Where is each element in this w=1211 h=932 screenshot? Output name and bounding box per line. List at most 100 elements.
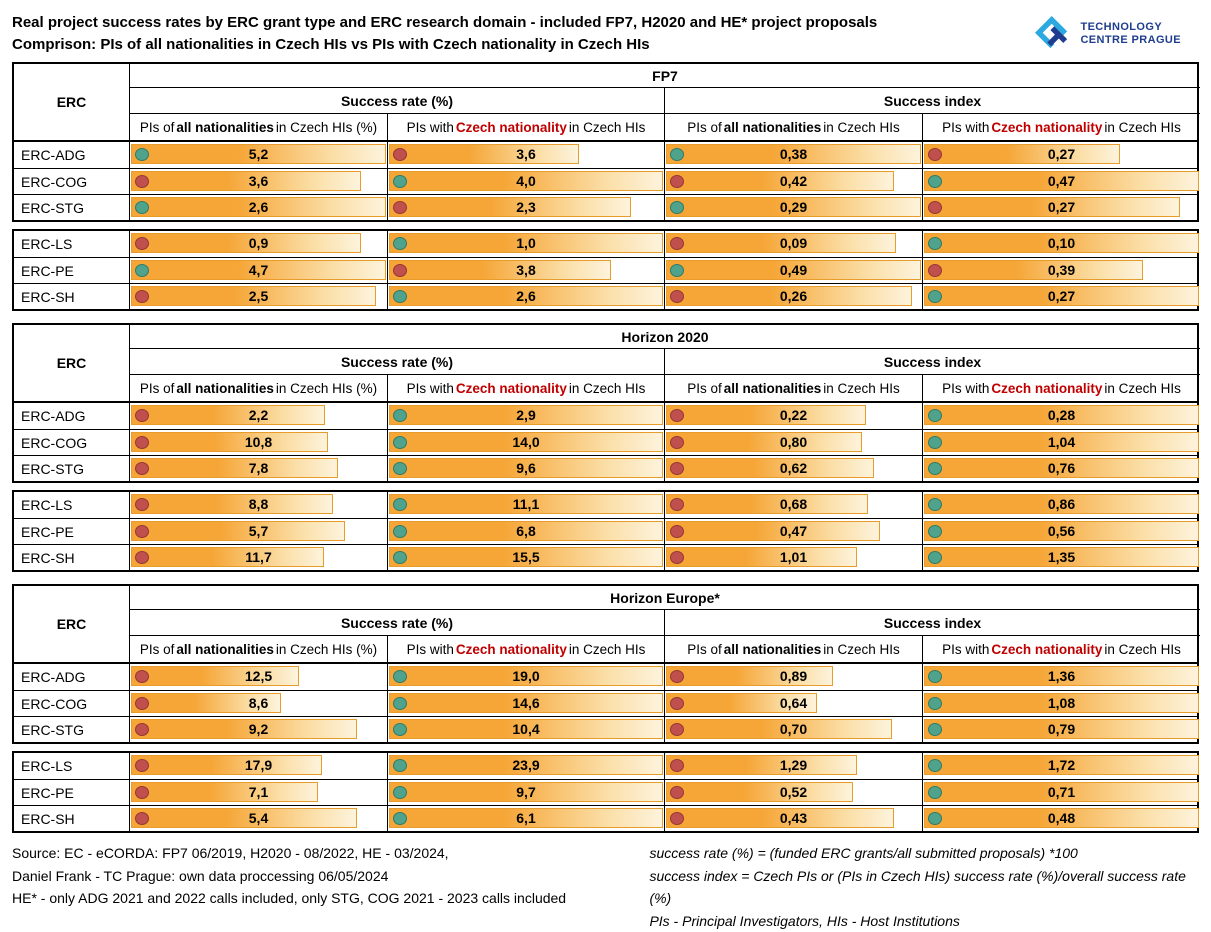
rate-czech-cell: 11,1 [387,492,664,518]
cell-value: 1,08 [923,691,1200,716]
index-czech-cell: 1,04 [922,430,1200,455]
logo-line1: TECHNOLOGY [1080,21,1181,34]
he-note-line: HE* - only ADG 2021 and 2022 calls inclu… [12,887,649,910]
group-success-index: Success index [664,87,1200,113]
index-czech-cell: 1,35 [922,545,1200,570]
index-all-cell: 0,26 [664,284,922,309]
index-czech-cell: 0,39 [922,258,1200,283]
cell-value: 0,27 [923,142,1200,167]
col-head-text: PIs of [139,120,176,135]
page-subtitle: Comprison: PIs of all nationalities in C… [12,34,877,56]
rate-czech-cell: 2,6 [387,284,664,309]
cell-value: 14,6 [388,691,664,716]
col-head-index-all-nationalities: PIs of all nationalities in Czech HIs [664,635,922,662]
footer-definitions: success rate (%) = (funded ERC grants/al… [649,842,1199,932]
index-czech-cell: 0,56 [922,519,1200,544]
col-head-emphasis: all nationalities [723,381,823,396]
erc-row-label: ERC-PE [14,519,129,544]
cell-value: 11,1 [388,492,664,517]
table-row: ERC-COG 10,8 14,0 0,80 1,04 [14,429,1197,455]
cell-value: 7,1 [130,780,387,805]
group-success-rate: Success rate (%) [129,87,664,113]
erc-row-label: ERC-COG [14,430,129,455]
erc-row-label: ERC-COG [14,169,129,194]
cell-value: 5,4 [130,806,387,831]
col-head-rate-czech-nationality: PIs with Czech nationality in Czech HIs [387,374,664,401]
cell-value: 5,7 [130,519,387,544]
col-head-text: PIs of [686,642,723,657]
table-row: ERC-LS 8,8 11,1 0,68 0,86 [14,492,1197,518]
cell-value: 2,6 [388,284,664,309]
group-success-index: Success index [664,609,1200,635]
rate-all-cell: 5,7 [129,519,387,544]
col-head-text: PIs with [941,642,990,657]
rate-czech-cell: 14,6 [387,691,664,716]
index-all-cell: 0,22 [664,403,922,429]
cell-value: 0,27 [923,195,1200,220]
index-all-cell: 0,42 [664,169,922,194]
research-domain-block: ERC-LS 0,9 1,0 0,09 0,10 ERC-PE 4,7 3,8 [12,229,1199,311]
group-success-index: Success index [664,348,1200,374]
source-line: Source: EC - eCORDA: FP7 06/2019, H2020 … [12,842,649,865]
cell-value: 6,1 [388,806,664,831]
col-head-rate-all-nationalities: PIs of all nationalities in Czech HIs (%… [129,635,387,662]
rate-czech-cell: 9,6 [387,456,664,481]
program-section-horizon-europe: ERC Horizon Europe* Success rate (%) Suc… [12,584,1199,833]
erc-row-label: ERC-LS [14,492,129,518]
col-head-emphasis: all nationalities [175,120,275,135]
rate-czech-cell: 15,5 [387,545,664,570]
cell-value: 14,0 [388,430,664,455]
rate-all-cell: 2,5 [129,284,387,309]
table-row: ERC-PE 4,7 3,8 0,49 0,39 [14,257,1197,283]
index-czech-cell: 0,71 [922,780,1200,805]
cell-value: 9,2 [130,717,387,742]
col-head-rate-all-nationalities: PIs of all nationalities in Czech HIs (%… [129,374,387,401]
col-head-text: PIs with [406,381,455,396]
rate-czech-cell: 3,8 [387,258,664,283]
erc-header-cell: ERC [14,586,129,662]
col-head-emphasis-red: Czech nationality [455,120,568,135]
program-section-horizon-2020: ERC Horizon 2020 Success rate (%) Succes… [12,323,1199,572]
col-head-text: in Czech HIs (%) [275,642,378,657]
col-head-text: PIs with [406,120,455,135]
program-section-fp7: ERC FP7 Success rate (%) Success index P… [12,62,1199,311]
cell-value: 2,9 [388,403,664,428]
cell-value: 8,8 [130,492,387,517]
rate-all-cell: 11,7 [129,545,387,570]
col-head-rate-czech-nationality: PIs with Czech nationality in Czech HIs [387,113,664,140]
cell-value: 1,0 [388,231,664,256]
rate-czech-cell: 10,4 [387,717,664,742]
index-czech-cell: 0,27 [922,142,1200,168]
col-head-text: in Czech HIs [822,120,901,135]
section-header: ERC Horizon 2020 Success rate (%) Succes… [12,323,1199,401]
index-all-cell: 0,43 [664,806,922,831]
group-success-rate: Success rate (%) [129,348,664,374]
cell-value: 2,3 [388,195,664,220]
cell-value: 2,6 [130,195,387,220]
program-name: Horizon Europe* [129,586,1200,609]
rate-all-cell: 5,4 [129,806,387,831]
cell-value: 0,68 [665,492,922,517]
cell-value: 0,70 [665,717,922,742]
cell-value: 12,5 [130,664,387,689]
col-head-text: PIs of [686,120,723,135]
erc-row-label: ERC-STG [14,456,129,481]
footer-source-notes: Source: EC - eCORDA: FP7 06/2019, H2020 … [12,842,649,932]
cell-value: 0,09 [665,231,922,256]
success-index-definition: success index = Czech PIs or (PIs in Cze… [649,865,1199,910]
index-czech-cell: 0,10 [922,231,1200,257]
rate-czech-cell: 1,0 [387,231,664,257]
col-head-text: PIs with [406,642,455,657]
cell-value: 0,64 [665,691,922,716]
cell-value: 0,62 [665,456,922,481]
cell-value: 0,47 [923,169,1200,194]
col-head-text: in Czech HIs [1103,381,1182,396]
index-czech-cell: 1,36 [922,664,1200,690]
index-all-cell: 0,62 [664,456,922,481]
cell-value: 0,47 [665,519,922,544]
page-title: Real project success rates by ERC grant … [12,12,877,34]
rate-all-cell: 12,5 [129,664,387,690]
cell-value: 2,2 [130,403,387,428]
program-name: FP7 [129,64,1200,87]
rate-all-cell: 10,8 [129,430,387,455]
